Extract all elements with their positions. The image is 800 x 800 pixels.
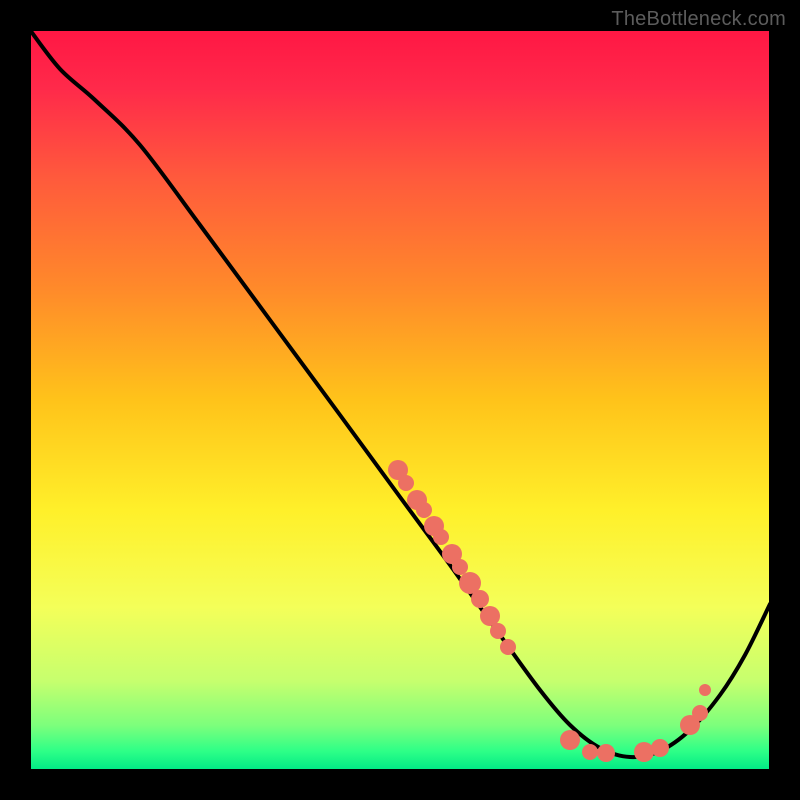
data-point (452, 559, 468, 575)
data-point (416, 502, 432, 518)
data-point (560, 730, 580, 750)
data-point (433, 529, 449, 545)
bottleneck-chart (0, 0, 800, 800)
data-point (692, 705, 708, 721)
plot-background (30, 30, 770, 770)
data-point (398, 475, 414, 491)
data-point (699, 684, 711, 696)
data-point (480, 606, 500, 626)
watermark-text: TheBottleneck.com (611, 8, 786, 31)
chart-stage: TheBottleneck.com (0, 0, 800, 800)
data-point (634, 742, 654, 762)
data-point (500, 639, 516, 655)
data-point (597, 744, 615, 762)
data-point (651, 739, 669, 757)
data-point (490, 623, 506, 639)
data-point (582, 744, 598, 760)
data-point (471, 590, 489, 608)
